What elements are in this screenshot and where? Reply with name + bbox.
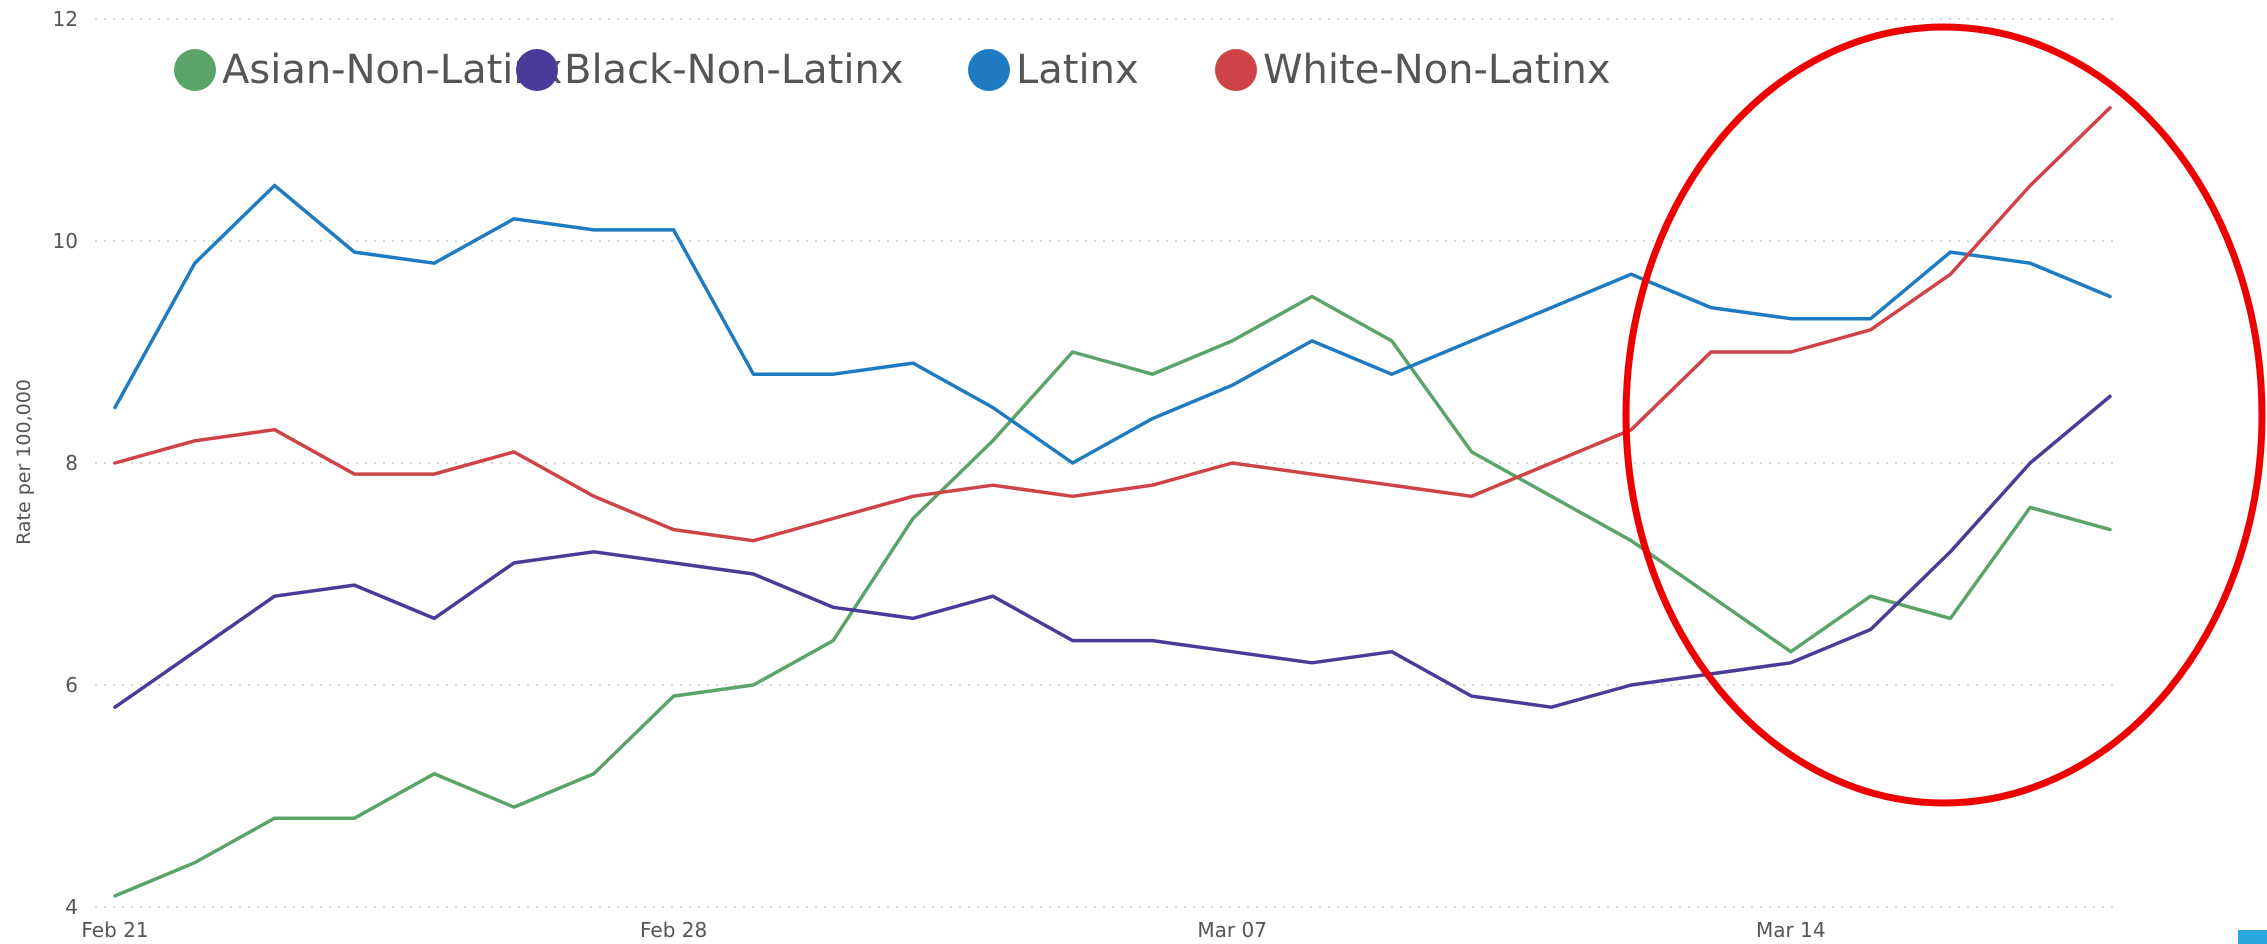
legend-label: Black-Non-Latinx [564,47,903,93]
x-tick-label: Mar 14 [1756,918,1826,942]
legend: Asian-Non-Latinx Black-Non-Latinx Latinx Wh… [174,47,1611,93]
legend-marker-latinx [968,49,1010,91]
highlight-ellipse [1622,23,2266,807]
legend-label: White-Non-Latinx [1263,47,1611,93]
legend-marker-black-non-latinx [516,49,558,91]
corner-marker [2238,930,2267,944]
x-tick-label: Mar 07 [1197,918,1267,942]
y-tick-label: 6 [65,673,78,697]
series-line-asian-non-latinx [113,294,2112,898]
y-tick-label: 12 [53,7,78,31]
y-axis-ticks: 4 6 8 10 12 [53,7,78,919]
series-line-black-non-latinx [113,394,2112,709]
legend-marker-asian-non-latinx [174,49,216,91]
y-tick-label: 4 [65,895,78,919]
gridlines [95,18,2115,908]
series-line-latinx [113,183,2112,465]
legend-label: Latinx [1016,47,1139,93]
y-tick-label: 8 [65,451,78,475]
series-line-white-non-latinx [113,106,2112,543]
series-lines [113,106,2112,898]
x-tick-label: Feb 28 [640,918,707,942]
y-tick-label: 10 [53,229,78,253]
legend-label: Asian-Non-Latinx [222,47,562,93]
legend-marker-white-non-latinx [1215,49,1257,91]
x-axis-ticks: Feb 21 Feb 28 Mar 07 Mar 14 [81,918,1825,942]
annotation [1622,23,2266,807]
y-axis-label: Rate per 100,000 [13,379,35,545]
x-tick-label: Feb 21 [81,918,148,942]
